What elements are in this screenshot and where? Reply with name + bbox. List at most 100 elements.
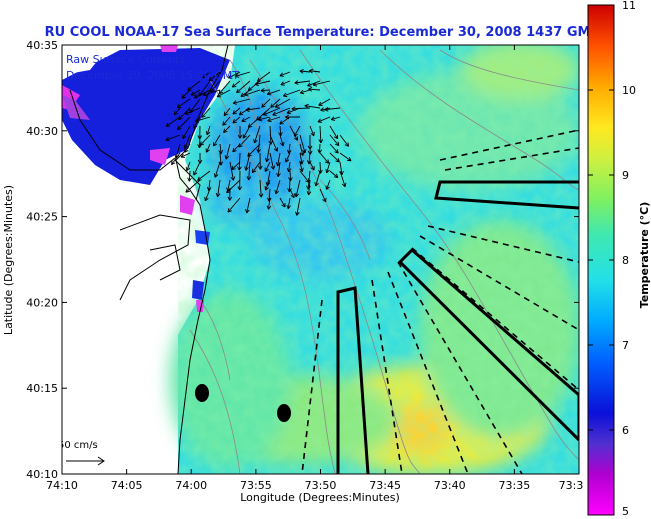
coastline (69, 45, 229, 474)
current-vector (256, 134, 261, 153)
current-vector (204, 188, 211, 202)
current-vector (185, 161, 191, 172)
station-marker (277, 404, 291, 422)
current-vector (274, 98, 291, 108)
y-tick-label: 40:15 (26, 382, 58, 395)
station-marker (195, 384, 209, 402)
current-vector (286, 197, 291, 210)
x-axis-label: Longitude (Degrees:Minutes) (240, 491, 400, 504)
current-vector (218, 152, 224, 166)
current-vector (201, 71, 211, 79)
current-vector (318, 125, 324, 144)
current-vector (185, 179, 201, 193)
colorbar-label: Temperature (°C) (638, 202, 651, 309)
current-vector (245, 107, 261, 112)
current-vector (208, 71, 221, 82)
current-vector (269, 134, 279, 152)
current-vector (306, 179, 312, 196)
current-vector (241, 116, 251, 122)
current-vector (286, 143, 292, 154)
current-vector (231, 80, 241, 88)
x-tick-label: 74:00 (175, 479, 207, 492)
current-vector (193, 116, 201, 129)
current-vector (205, 125, 211, 136)
current-vector (294, 179, 301, 198)
current-vector (309, 125, 315, 137)
current-vector (319, 152, 330, 164)
current-vector (312, 80, 331, 87)
current-vector (266, 89, 281, 96)
current-vector (266, 197, 272, 210)
y-tick-label: 40:10 (26, 468, 58, 481)
y-tick-label: 40:30 (26, 125, 58, 138)
current-vector (234, 71, 251, 78)
current-vector (299, 134, 307, 154)
current-vector (242, 125, 251, 139)
current-vector (261, 98, 271, 108)
colorbar-tick-label: 10 (622, 84, 636, 97)
current-vector (264, 179, 271, 191)
current-vector (190, 89, 201, 96)
current-vector (232, 143, 241, 153)
current-vector (285, 152, 291, 163)
current-vector (258, 179, 264, 198)
current-vector (299, 69, 311, 74)
current-vector (317, 116, 331, 123)
x-tick-label: 73:35 (499, 479, 531, 492)
current-vector (291, 106, 311, 111)
sampling-lines-dashed (301, 129, 579, 474)
x-tick-label: 73:45 (369, 479, 401, 492)
current-vector (244, 89, 261, 97)
current-vector (329, 134, 340, 147)
current-vector (324, 107, 341, 112)
current-vector (232, 98, 251, 105)
current-vector (270, 98, 281, 108)
current-vector (228, 71, 241, 79)
y-tick-label: 40:35 (26, 39, 58, 52)
x-tick-label: 73:55 (240, 479, 272, 492)
current-vector (339, 134, 350, 147)
current-vector (269, 152, 276, 170)
current-vector (251, 161, 261, 174)
current-vector (325, 161, 331, 174)
current-vector (193, 89, 211, 99)
current-vector (307, 80, 321, 87)
current-vector (329, 152, 340, 163)
current-vector (339, 170, 347, 188)
current-vector (177, 116, 191, 131)
current-vector (223, 107, 231, 117)
current-vector (314, 170, 321, 187)
legend-title: Raw Surface Currents (66, 53, 185, 66)
reference-arrow-label: 50 cm/s (58, 440, 98, 451)
x-tick-label: 74:10 (46, 479, 78, 492)
current-vector (184, 143, 191, 153)
current-vector (317, 143, 322, 154)
current-vector (237, 152, 242, 171)
current-vector (205, 143, 211, 153)
legend-date: December 30, 2008 15:00 GMT (66, 69, 239, 82)
current-vector (232, 107, 241, 115)
y-axis: 40:35 40:30 40:25 40:20 40:15 40:10 (26, 39, 579, 481)
current-vector (289, 188, 295, 199)
current-vector (193, 161, 201, 176)
current-vector (260, 88, 271, 93)
colorbar-tick-label: 7 (622, 339, 629, 352)
colorbar-tick-label: 9 (622, 169, 629, 182)
current-vector (238, 107, 251, 116)
current-vector (202, 89, 221, 97)
current-vector (325, 179, 331, 190)
current-vector (308, 68, 321, 74)
y-tick-label: 40:25 (26, 211, 58, 224)
current-vector (245, 197, 251, 214)
current-vector (293, 125, 301, 137)
current-vector (194, 116, 211, 123)
current-vector (330, 116, 341, 121)
plot-area: Raw Surface Currents December 30, 2008 1… (58, 45, 579, 474)
current-vector (224, 143, 231, 160)
current-vector (282, 89, 301, 98)
current-vector (229, 161, 236, 181)
current-vector (236, 80, 251, 94)
current-vector (285, 114, 301, 120)
current-vector (165, 134, 181, 142)
